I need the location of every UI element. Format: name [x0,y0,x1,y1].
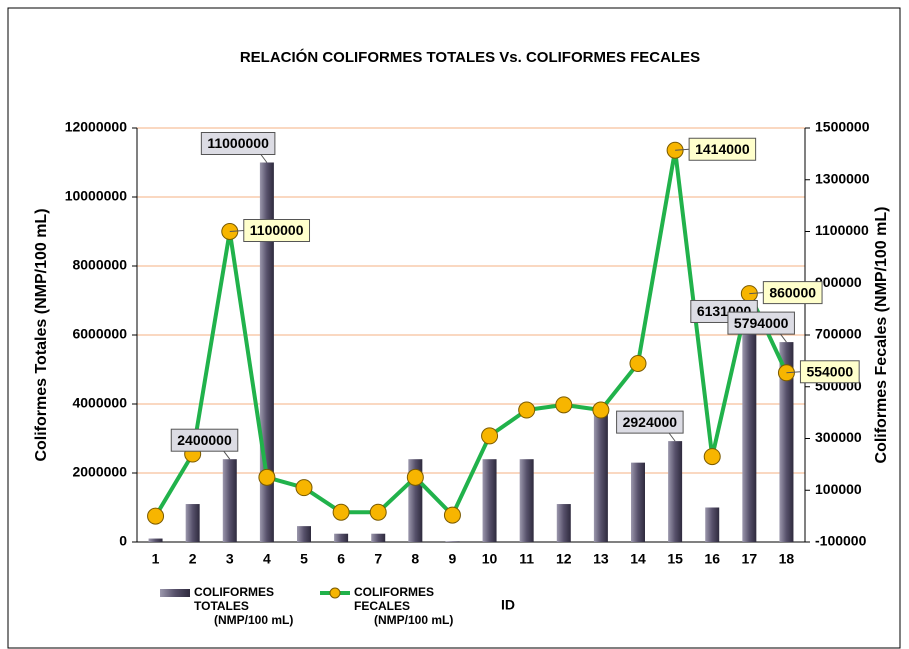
bar [445,541,460,542]
y2-tick-label: 900000 [815,274,862,290]
x-tick-label: 7 [374,551,382,567]
y-tick-label: 10000000 [65,188,128,204]
x-axis-title: ID [501,597,515,613]
value-label: 554000 [806,363,853,379]
y2-tick-label: 100000 [815,481,862,497]
y2-tick-label: 1500000 [815,119,870,135]
x-tick-label: 8 [411,551,419,567]
y2-tick-label: 1100000 [815,222,869,238]
chart-title: RELACIÓN COLIFORMES TOTALES Vs. COLIFORM… [240,48,700,66]
bar [222,459,237,542]
value-label: 5794000 [734,315,789,331]
x-tick-label: 18 [779,551,795,567]
marker [555,396,573,414]
bar [705,507,720,542]
y-tick-label: 8000000 [72,257,127,273]
value-label: 11000000 [207,135,269,151]
value-label-box [616,410,684,434]
x-tick-label: 1 [152,551,160,567]
bar [185,504,200,542]
y-tick-label: 0 [119,533,127,549]
value-label-pointer [780,333,787,343]
bar [556,504,571,542]
x-tick-label: 2 [189,551,197,567]
bar [482,459,497,542]
y-tick-label: 6000000 [72,326,127,342]
legend-label: COLIFORMES FECALES (NMP/100 mL) [354,585,453,627]
y2-tick-label: -100000 [815,533,867,549]
bar [742,330,757,542]
bar [297,526,311,542]
value-label: 2924000 [623,414,678,430]
value-label-pointer [749,292,764,295]
value-label-pointer [260,154,268,163]
bar [519,459,534,542]
legend-line: (NMP/100 mL) [374,613,453,627]
marker [703,448,721,466]
legend-line: FECALES [354,599,410,613]
marker [443,506,461,524]
x-tick-label: 15 [667,551,683,567]
y-axis-title: Coliformes Totales (NMP/100 mL) [33,208,50,461]
value-label-box [727,311,795,335]
y2-tick-label: 300000 [815,429,862,445]
y2-tick-label: 700000 [815,326,862,342]
marker [481,427,499,445]
value-label-pointer [229,230,244,232]
value-label-box [170,428,239,452]
marker [518,401,536,419]
marker [629,354,647,372]
legend-line: COLIFORMES [194,585,274,599]
bar [371,533,386,542]
marker [295,479,313,497]
bar [148,538,163,542]
x-tick-label: 6 [337,551,345,567]
marker [406,468,424,486]
legend-marker [329,587,341,599]
legend-label: COLIFORMES TOTALES (NMP/100 mL) [194,585,293,627]
legend-line: TOTALES [194,599,249,613]
marker [258,468,276,486]
legend-swatch [160,589,190,597]
bar [334,533,349,542]
value-label: 1414000 [695,141,750,157]
x-tick-label: 17 [742,551,758,567]
marker [369,503,387,521]
x-tick-label: 3 [226,551,234,567]
value-label-pointer [668,432,676,442]
bar [779,342,794,542]
bar [668,441,683,542]
x-tick-label: 14 [630,551,646,567]
value-label: 1100000 [250,222,304,238]
x-tick-label: 9 [449,551,457,567]
legend-line: COLIFORMES [354,585,434,599]
value-label-box [200,132,276,155]
y2-axis-title: Coliformes Fecales (NMP/100 mL) [873,207,890,464]
line [153,148,789,518]
x-tick-label: 16 [704,551,720,567]
marker [592,401,610,419]
x-tick-label: 11 [519,551,534,567]
value-label-pointer [675,148,690,151]
y2-tick-label: 1300000 [815,170,870,186]
value-label-pointer [223,450,231,460]
y-tick-label: 4000000 [72,395,127,411]
bar [593,407,608,542]
x-tick-label: 10 [482,551,498,567]
frame [7,7,901,649]
value-label: 2400000 [177,432,232,448]
x-tick-label: 13 [593,551,609,567]
y-tick-label: 2000000 [72,464,127,480]
x-tick-label: 12 [556,551,572,567]
marker [147,507,165,525]
x-tick-label: 4 [263,551,271,567]
legend-line: (NMP/100 mL) [214,613,293,627]
value-label-pointer [786,371,801,374]
bar [631,462,645,542]
value-label: 860000 [769,284,816,300]
marker [332,503,350,521]
y-tick-label: 12000000 [65,119,128,135]
x-tick-label: 5 [300,551,308,567]
